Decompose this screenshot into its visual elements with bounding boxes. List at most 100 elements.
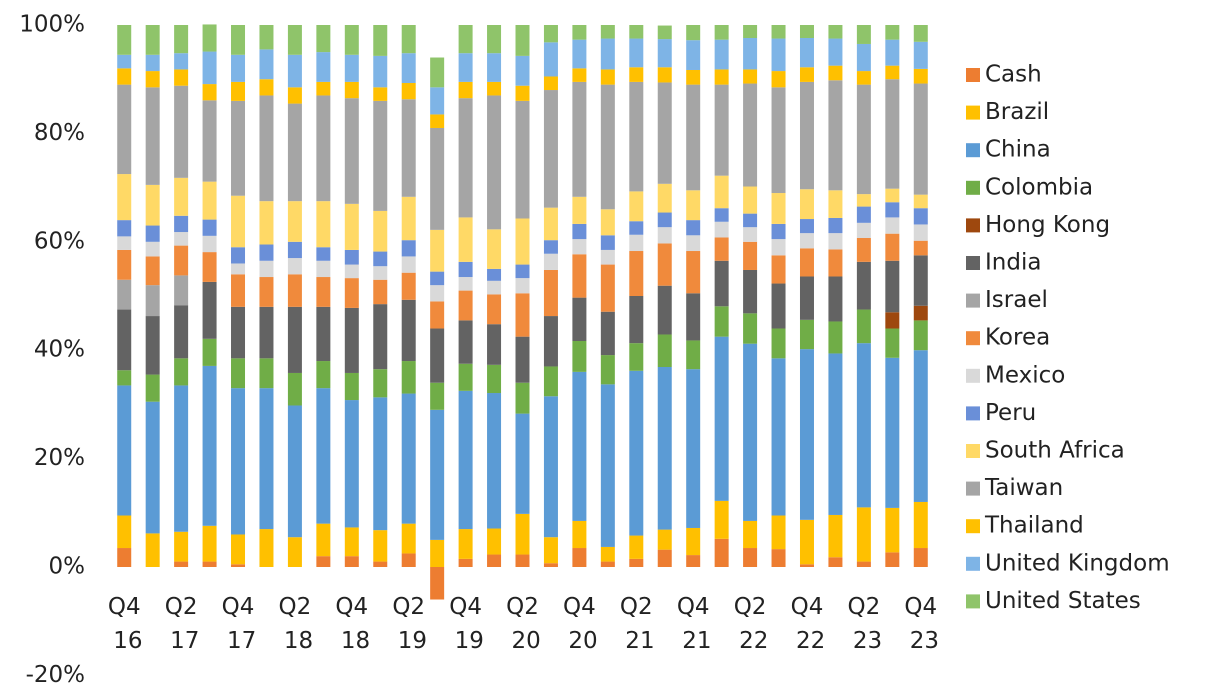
bar-segment <box>145 184 160 226</box>
bar-segment <box>117 54 132 69</box>
bar-segment <box>458 25 473 54</box>
bar-segment <box>231 247 246 264</box>
bar-segment <box>714 175 729 209</box>
bar-segment <box>572 254 587 298</box>
bar-segment <box>316 95 331 202</box>
legend-label: Cash <box>985 62 1042 88</box>
bar-segment <box>202 525 217 562</box>
bar-segment <box>714 84 729 176</box>
bar-segment <box>714 336 729 501</box>
bar-segment <box>316 388 331 524</box>
bar-segment <box>202 561 217 567</box>
bar-segment <box>543 25 558 43</box>
bar-segment <box>913 208 928 225</box>
bar-segment <box>543 42 558 77</box>
bar-segment <box>259 49 274 80</box>
bar-segment <box>515 413 530 514</box>
bar-segment <box>259 79 274 96</box>
bar-segment <box>543 90 558 208</box>
bar-segment <box>543 366 558 397</box>
bar-segment <box>231 388 246 535</box>
bar-segment <box>174 25 189 54</box>
bar-segment <box>117 68 132 85</box>
bar-segment <box>657 82 672 184</box>
bar-segment <box>686 555 701 567</box>
bar-segment <box>771 549 786 567</box>
bar-segment <box>430 539 445 567</box>
bar-segment <box>828 514 843 558</box>
legend-swatch <box>966 143 980 158</box>
bar-segment <box>231 81 246 101</box>
legend-swatch <box>966 556 980 571</box>
bar-segment <box>231 54 246 82</box>
x-tick-label: Q2 22 <box>732 594 769 654</box>
x-tick-label: Q4 22 <box>789 594 826 654</box>
bar-segment <box>487 229 502 269</box>
bar-segment <box>515 218 530 265</box>
legend-swatch <box>966 218 980 233</box>
bar-segment <box>743 227 758 242</box>
bar-segment <box>145 25 160 55</box>
bar-segment <box>572 39 587 69</box>
bar-segment <box>629 234 644 252</box>
bar-segment <box>856 43 871 72</box>
bar-segment <box>572 81 587 197</box>
bar-segment <box>686 40 701 70</box>
bar-segment <box>145 374 160 402</box>
bar-segment <box>401 256 416 273</box>
bar-segment <box>174 305 189 359</box>
bar-segment <box>714 500 729 539</box>
bar-segment <box>373 561 388 567</box>
bar-segment <box>743 25 758 39</box>
bar-segment <box>714 208 729 222</box>
bar-segment <box>145 225 160 242</box>
bar-segment <box>487 95 502 230</box>
bar-segment <box>145 256 160 286</box>
bar-segment <box>430 285 445 302</box>
bar-segment <box>344 400 359 528</box>
bar-segment <box>799 233 814 249</box>
bar-segment <box>344 372 359 401</box>
bar-segment <box>231 195 246 248</box>
bar-segment <box>856 309 871 344</box>
bar-segment <box>771 223 786 240</box>
bar-segment <box>572 68 587 82</box>
legend-label: India <box>985 250 1041 276</box>
bar-segment <box>487 53 502 82</box>
bar-segment <box>430 328 445 383</box>
bar-segment <box>913 305 928 321</box>
bar-segment <box>771 87 786 194</box>
bar-segment <box>287 87 302 104</box>
bar-segment <box>543 253 558 270</box>
bar-segment <box>430 87 445 115</box>
bar-segment <box>401 240 416 257</box>
bar-segment <box>373 530 388 562</box>
bar-segment <box>401 53 416 83</box>
legend-swatch <box>966 519 980 534</box>
bar-segment <box>572 223 587 240</box>
bar-segment <box>629 67 644 82</box>
y-tick-label: 60% <box>34 228 85 254</box>
bar-segment <box>316 523 331 557</box>
bar-segment <box>885 188 900 203</box>
bar-segment <box>231 564 246 567</box>
bar-segment <box>287 241 302 259</box>
bar-segment <box>543 76 558 91</box>
bar-segment <box>344 98 359 204</box>
bar-segment <box>885 202 900 218</box>
bar-segment <box>174 177 189 216</box>
bar-segment <box>487 81 502 96</box>
bar-segment <box>458 261 473 278</box>
bar-segment <box>572 520 587 549</box>
bar-segment <box>316 25 331 53</box>
bar-segment <box>458 390 473 530</box>
bar-segment <box>828 38 843 66</box>
bar-segment <box>487 528 502 555</box>
bar-segment <box>117 249 132 280</box>
legend-label: Hong Kong <box>985 212 1110 238</box>
bar-segment <box>714 538 729 567</box>
bar-segment <box>828 25 843 39</box>
bar-segment <box>743 241 758 270</box>
bar-segment <box>117 236 132 250</box>
